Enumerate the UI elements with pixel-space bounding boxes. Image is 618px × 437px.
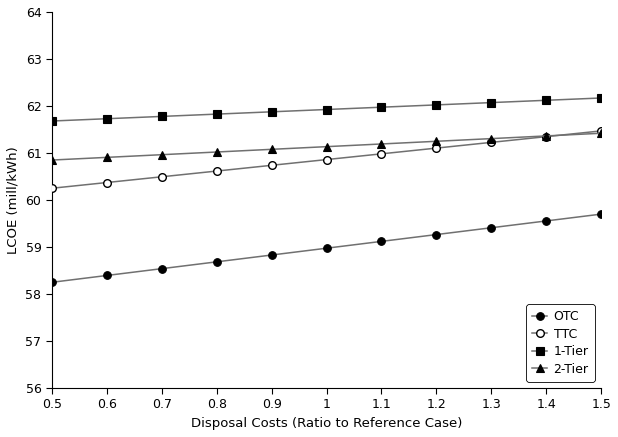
- TTC: [158, 174, 166, 180]
- TTC: [213, 168, 221, 173]
- OTC: [48, 280, 56, 285]
- 2-Tier: [323, 144, 330, 149]
- 1-Tier: [433, 102, 440, 108]
- TTC: [48, 186, 56, 191]
- OTC: [598, 212, 605, 217]
- OTC: [268, 253, 275, 258]
- TTC: [433, 146, 440, 151]
- 2-Tier: [48, 157, 56, 163]
- 2-Tier: [378, 141, 385, 146]
- 1-Tier: [103, 116, 111, 121]
- TTC: [323, 157, 330, 162]
- OTC: [158, 266, 166, 271]
- 2-Tier: [598, 131, 605, 136]
- X-axis label: Disposal Costs (Ratio to Reference Case): Disposal Costs (Ratio to Reference Case): [191, 417, 462, 430]
- Line: TTC: TTC: [48, 127, 605, 192]
- TTC: [543, 134, 550, 139]
- 1-Tier: [158, 114, 166, 119]
- Line: 2-Tier: 2-Tier: [48, 129, 605, 164]
- TTC: [488, 140, 495, 145]
- OTC: [323, 246, 330, 251]
- 1-Tier: [543, 97, 550, 103]
- TTC: [103, 180, 111, 185]
- Y-axis label: LCOE (mill/kWh): LCOE (mill/kWh): [7, 146, 20, 254]
- OTC: [378, 239, 385, 244]
- 1-Tier: [323, 107, 330, 112]
- OTC: [433, 232, 440, 237]
- 2-Tier: [213, 149, 221, 155]
- OTC: [543, 218, 550, 224]
- 1-Tier: [48, 118, 56, 124]
- TTC: [378, 151, 385, 156]
- 2-Tier: [543, 133, 550, 139]
- Legend: OTC, TTC, 1-Tier, 2-Tier: OTC, TTC, 1-Tier, 2-Tier: [526, 304, 595, 382]
- TTC: [598, 128, 605, 134]
- 2-Tier: [158, 152, 166, 157]
- Line: OTC: OTC: [48, 210, 605, 286]
- 2-Tier: [433, 139, 440, 144]
- 1-Tier: [213, 111, 221, 117]
- TTC: [268, 163, 275, 168]
- 1-Tier: [488, 100, 495, 105]
- 2-Tier: [103, 155, 111, 160]
- 2-Tier: [488, 136, 495, 141]
- OTC: [213, 259, 221, 264]
- 1-Tier: [378, 104, 385, 110]
- 1-Tier: [268, 109, 275, 114]
- OTC: [488, 225, 495, 230]
- OTC: [103, 273, 111, 278]
- 1-Tier: [598, 95, 605, 101]
- 2-Tier: [268, 147, 275, 152]
- Line: 1-Tier: 1-Tier: [48, 94, 605, 125]
